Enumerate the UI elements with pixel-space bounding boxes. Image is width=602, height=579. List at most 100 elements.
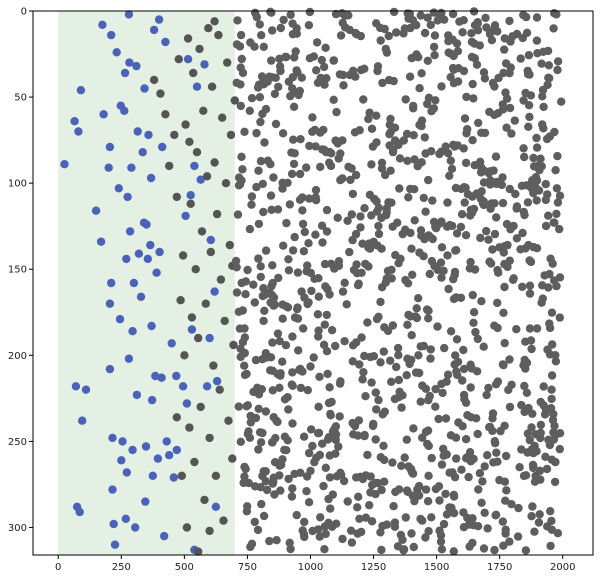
data-point (270, 490, 279, 499)
data-point (128, 445, 137, 455)
data-point (360, 64, 369, 74)
data-point (429, 42, 439, 52)
data-point (481, 13, 490, 23)
data-point (338, 534, 347, 544)
data-point (388, 458, 397, 467)
data-point (232, 288, 242, 297)
data-point (557, 97, 566, 106)
data-point (437, 217, 446, 226)
data-point (507, 129, 516, 138)
data-point (299, 324, 308, 333)
x-tick-label: 1000 (298, 562, 323, 573)
data-point (419, 252, 428, 261)
data-point (312, 38, 322, 47)
data-point (205, 333, 214, 343)
data-point (437, 545, 447, 554)
data-point (525, 112, 534, 122)
data-point (170, 130, 179, 140)
data-point (458, 28, 467, 37)
data-point (371, 435, 380, 444)
data-point (431, 384, 440, 394)
data-point (510, 116, 519, 125)
data-point (278, 314, 287, 323)
data-point (414, 294, 423, 303)
data-point (452, 335, 462, 344)
data-point (172, 192, 181, 202)
data-point (356, 212, 365, 221)
data-point (418, 516, 427, 525)
data-point (459, 345, 468, 355)
data-point (527, 344, 536, 354)
data-point (486, 167, 495, 176)
data-point (530, 527, 539, 536)
data-point (342, 300, 351, 309)
data-point (503, 262, 512, 271)
data-point (451, 433, 461, 442)
data-point (239, 478, 248, 488)
data-point (538, 281, 547, 290)
data-point (433, 16, 442, 25)
data-point (351, 229, 361, 239)
data-point (480, 128, 490, 138)
data-point (257, 499, 266, 509)
data-point (124, 10, 134, 19)
data-point (437, 379, 446, 389)
data-point (416, 226, 426, 235)
data-point (450, 142, 459, 151)
data-point (456, 293, 466, 302)
data-point (131, 523, 140, 532)
data-point (284, 77, 293, 86)
data-point (192, 82, 202, 91)
data-point (196, 402, 205, 412)
data-point (255, 20, 264, 29)
data-point (265, 536, 274, 546)
data-point (468, 136, 477, 145)
data-point (498, 173, 507, 182)
data-point (518, 282, 527, 291)
data-point (107, 278, 116, 288)
data-point (276, 369, 285, 378)
data-point (528, 460, 538, 470)
data-point (352, 268, 362, 278)
data-point (341, 23, 350, 32)
data-point (493, 298, 502, 308)
data-point (288, 368, 297, 377)
data-point (191, 265, 200, 274)
data-point (552, 281, 561, 291)
data-point (288, 381, 297, 390)
data-point (541, 452, 550, 461)
data-point (295, 169, 305, 179)
data-point (490, 82, 499, 91)
data-point (417, 69, 426, 78)
data-point (323, 147, 332, 157)
data-point (407, 529, 416, 538)
data-point (409, 424, 418, 433)
data-point (228, 454, 237, 463)
data-point (424, 527, 433, 536)
data-point (500, 421, 509, 430)
data-point (388, 147, 398, 157)
data-point (451, 351, 460, 360)
data-point (205, 433, 214, 443)
data-point (257, 72, 267, 81)
data-point (99, 110, 108, 119)
data-point (307, 286, 316, 296)
data-point (288, 246, 298, 255)
data-point (96, 237, 106, 246)
data-point (525, 435, 534, 445)
data-point (490, 321, 499, 330)
data-point (448, 63, 458, 73)
data-point (430, 31, 440, 40)
data-point (210, 287, 219, 296)
data-point (543, 46, 553, 56)
data-point (356, 223, 365, 232)
data-point (105, 364, 115, 374)
data-point (472, 60, 482, 69)
data-point (470, 39, 479, 48)
data-point (524, 51, 534, 60)
data-point (425, 269, 434, 279)
data-point (254, 254, 263, 263)
data-point (238, 165, 247, 174)
data-point (498, 105, 508, 114)
data-point (459, 390, 469, 400)
